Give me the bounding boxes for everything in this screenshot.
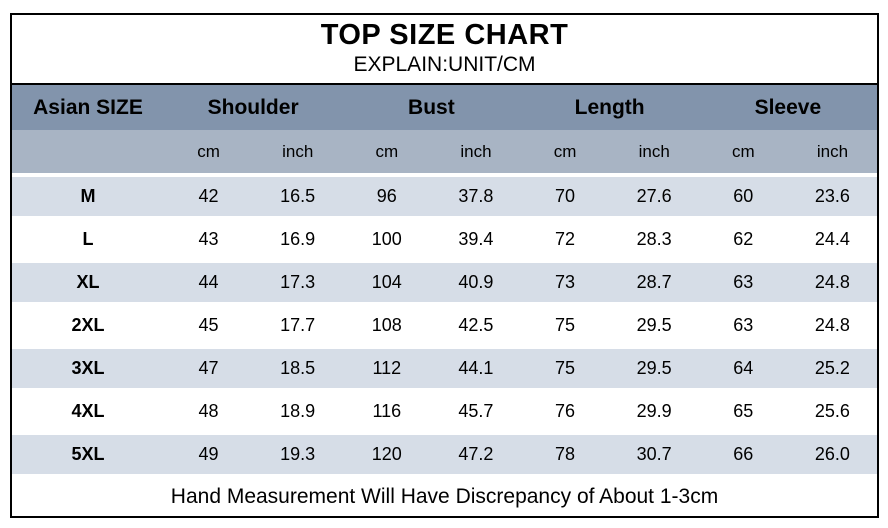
size-label: L — [82, 229, 94, 249]
value-cell: 44.1 — [458, 358, 494, 378]
value-cell: 42 — [198, 186, 219, 206]
value-cell: 17.7 — [280, 315, 316, 335]
chart-title: TOP SIZE CHART — [320, 19, 569, 52]
value-cell: 28.3 — [636, 229, 672, 249]
value-cell: 29.5 — [636, 315, 672, 335]
value-cell: 44 — [198, 272, 219, 292]
unit-label: cm — [553, 141, 577, 161]
title-block: TOP SIZE CHART EXPLAIN:UNIT/CM — [12, 15, 877, 85]
size-chart-panel: TOP SIZE CHART EXPLAIN:UNIT/CM Asian SIZ… — [10, 13, 879, 518]
size-row-xl: XL 44 17.3 104 40.9 73 28.7 63 24.8 — [12, 261, 877, 304]
table-units-row: cm inch cm inch cm inch cm inch — [12, 130, 877, 175]
value-cell: 75 — [555, 315, 576, 335]
size-label: 2XL — [71, 315, 105, 335]
value-cell: 108 — [371, 315, 402, 335]
size-row-l: L 43 16.9 100 39.4 72 28.3 62 24.4 — [12, 218, 877, 261]
value-cell: 45.7 — [458, 401, 494, 421]
value-cell: 28.7 — [636, 272, 672, 292]
value-cell: 120 — [371, 444, 402, 464]
value-cell: 25.2 — [814, 358, 850, 378]
size-column-header: Asian SIZE — [33, 95, 143, 119]
value-cell: 27.6 — [636, 186, 672, 206]
size-label: M — [80, 186, 96, 206]
size-label: 5XL — [71, 444, 105, 464]
size-row-3xl: 3XL 47 18.5 112 44.1 75 29.5 64 25.2 — [12, 347, 877, 390]
unit-label: inch — [460, 141, 492, 161]
value-cell: 42.5 — [458, 315, 494, 335]
value-cell: 29.5 — [636, 358, 672, 378]
value-cell: 96 — [376, 186, 397, 206]
value-cell: 18.9 — [280, 401, 316, 421]
value-cell: 23.6 — [814, 186, 850, 206]
value-cell: 47.2 — [458, 444, 494, 464]
group-header-bust: Bust — [408, 95, 455, 119]
chart-subtitle: EXPLAIN:UNIT/CM — [353, 53, 536, 77]
footer-note: Hand Measurement Will Have Discrepancy o… — [12, 478, 877, 516]
value-cell: 76 — [555, 401, 576, 421]
value-cell: 100 — [371, 229, 402, 249]
value-cell: 75 — [555, 358, 576, 378]
value-cell: 73 — [555, 272, 576, 292]
size-label: 4XL — [71, 401, 105, 421]
size-label: 3XL — [71, 358, 105, 378]
value-cell: 17.3 — [280, 272, 316, 292]
value-cell: 43 — [198, 229, 219, 249]
size-row-5xl: 5XL 49 19.3 120 47.2 78 30.7 66 26.0 — [12, 433, 877, 476]
value-cell: 18.5 — [280, 358, 316, 378]
units-row-spacer — [12, 130, 164, 175]
value-cell: 30.7 — [636, 444, 672, 464]
value-cell: 112 — [372, 358, 402, 378]
value-cell: 60 — [733, 186, 754, 206]
unit-label: cm — [197, 141, 220, 161]
value-cell: 65 — [733, 401, 754, 421]
group-header-sleeve: Sleeve — [754, 95, 822, 119]
value-cell: 16.5 — [280, 186, 316, 206]
table-group-header-row: Asian SIZE Shoulder Bust Length Sleeve — [12, 85, 877, 130]
unit-label: cm — [375, 141, 399, 161]
value-cell: 64 — [733, 358, 754, 378]
size-table: Asian SIZE Shoulder Bust Length Sleeve c… — [12, 85, 877, 478]
unit-label: inch — [638, 141, 670, 161]
value-cell: 104 — [371, 272, 402, 292]
value-cell: 62 — [733, 229, 754, 249]
value-cell: 24.4 — [814, 229, 850, 249]
size-row-2xl: 2XL 45 17.7 108 42.5 75 29.5 63 24.8 — [12, 304, 877, 347]
value-cell: 116 — [372, 401, 402, 421]
value-cell: 25.6 — [814, 401, 850, 421]
value-cell: 66 — [733, 444, 754, 464]
value-cell: 19.3 — [280, 444, 316, 464]
value-cell: 40.9 — [458, 272, 494, 292]
value-cell: 24.8 — [814, 315, 850, 335]
size-row-m: M 42 16.5 96 37.8 70 27.6 60 23.6 — [12, 175, 877, 218]
unit-label: inch — [282, 141, 314, 161]
size-label: XL — [76, 272, 100, 292]
value-cell: 48 — [198, 401, 219, 421]
value-cell: 39.4 — [458, 229, 494, 249]
value-cell: 70 — [555, 186, 576, 206]
value-cell: 72 — [555, 229, 576, 249]
value-cell: 63 — [733, 315, 754, 335]
value-cell: 45 — [198, 315, 219, 335]
value-cell: 78 — [555, 444, 576, 464]
value-cell: 63 — [733, 272, 754, 292]
unit-label: cm — [731, 141, 755, 161]
group-header-shoulder: Shoulder — [207, 95, 299, 119]
group-header-length: Length — [574, 95, 645, 119]
value-cell: 26.0 — [814, 444, 850, 464]
unit-label: inch — [816, 141, 849, 161]
value-cell: 16.9 — [280, 229, 316, 249]
value-cell: 49 — [198, 444, 219, 464]
value-cell: 37.8 — [458, 186, 494, 206]
value-cell: 47 — [198, 358, 219, 378]
value-cell: 24.8 — [814, 272, 850, 292]
size-row-4xl: 4XL 48 18.9 116 45.7 76 29.9 65 25.6 — [12, 390, 877, 433]
value-cell: 29.9 — [636, 401, 672, 421]
